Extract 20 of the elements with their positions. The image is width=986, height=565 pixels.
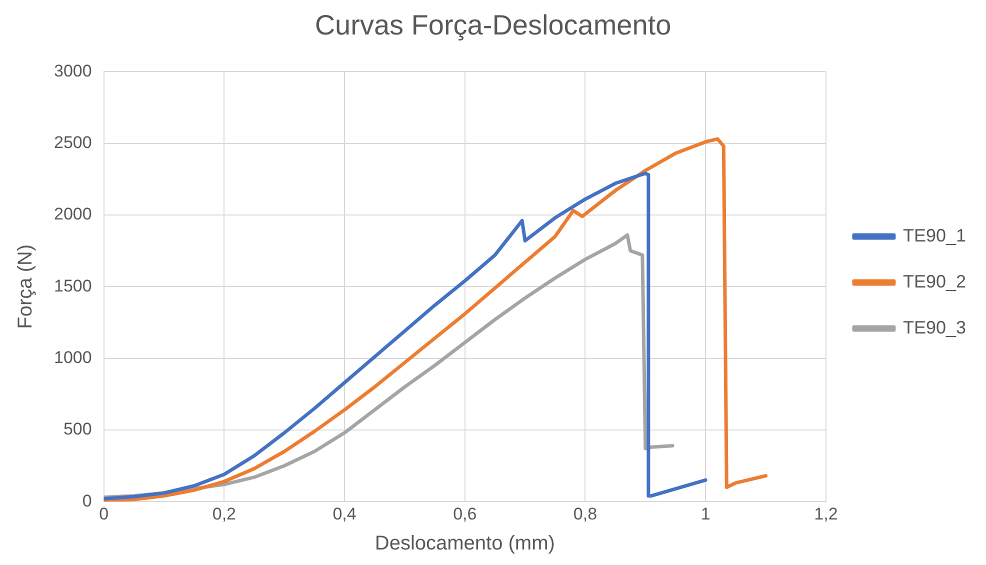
x-tick-label: 0,6 (453, 504, 477, 524)
legend-label: TE90_2 (902, 271, 966, 292)
y-tick-label: 2000 (54, 204, 92, 224)
y-tick-label: 1000 (54, 348, 92, 367)
legend-label: TE90_1 (902, 225, 966, 246)
chart-title: Curvas Força-Deslocamento (314, 10, 672, 41)
x-axis-title: Deslocamento (mm) (374, 532, 555, 555)
y-tick-label: 500 (63, 420, 92, 439)
x-tick-label: 0,8 (573, 504, 598, 524)
x-tick-label: 0,2 (212, 504, 236, 524)
legend-label: TE90_3 (902, 317, 966, 338)
y-tick-label: 2500 (54, 132, 92, 152)
x-tick-label: 1 (700, 504, 710, 524)
x-tick-label: 1,2 (814, 504, 838, 524)
y-axis-title: Força (N) (14, 244, 37, 329)
y-tick-label: 1500 (54, 276, 92, 296)
x-tick-label: 0,4 (332, 504, 356, 524)
y-tick-label: 0 (82, 491, 92, 510)
y-tick-label: 3000 (54, 61, 92, 80)
x-tick-label: 0 (99, 504, 109, 524)
